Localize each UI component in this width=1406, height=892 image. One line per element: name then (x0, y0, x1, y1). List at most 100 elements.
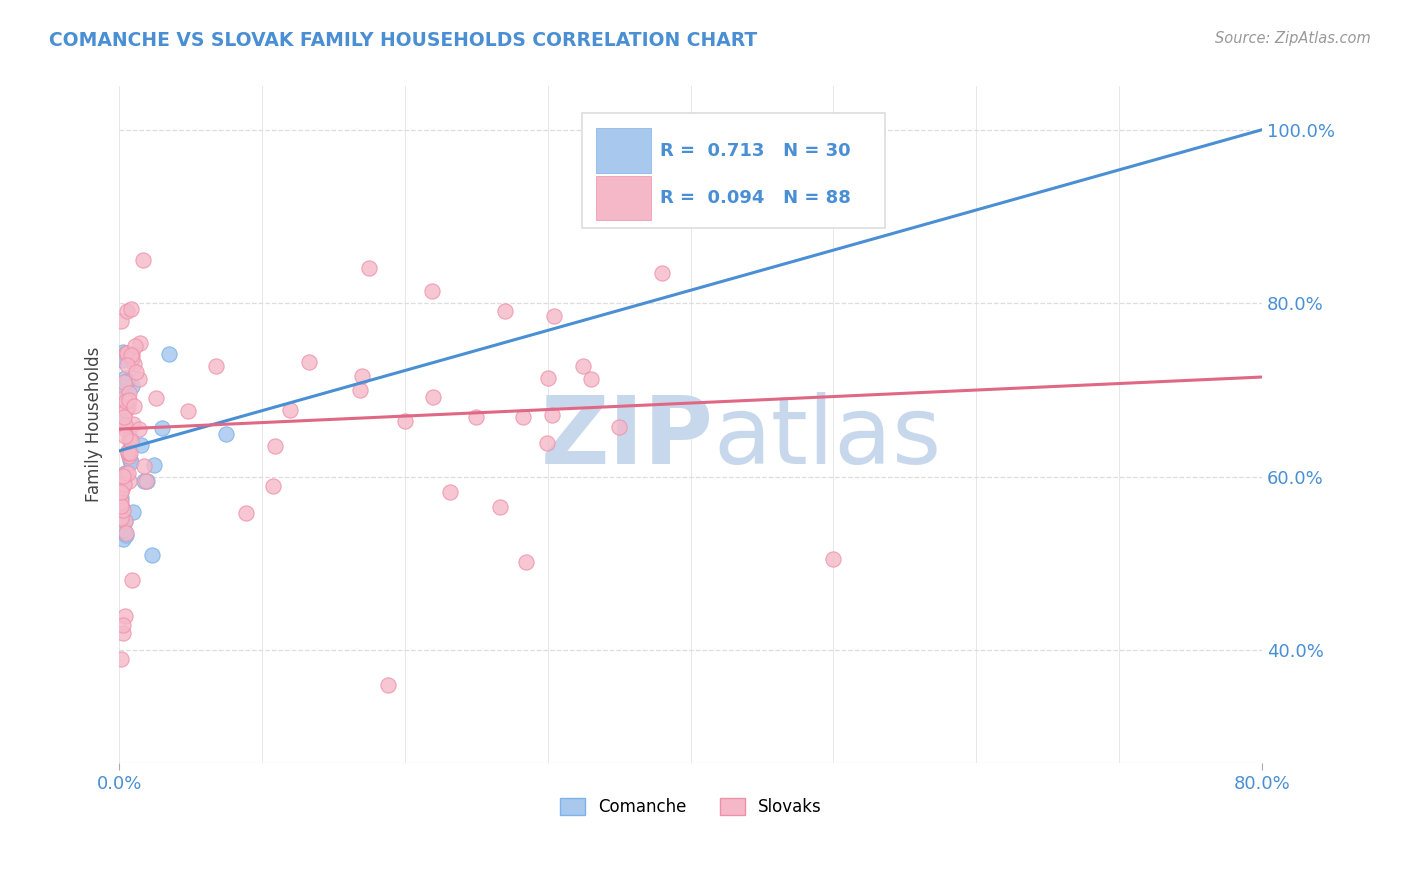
Point (110, 499, 132, 513)
Point (110, 652, 132, 666)
Point (110, 499, 132, 513)
Point (120, 434, 142, 448)
Legend: Comanche, Slovaks: Comanche, Slovaks (553, 791, 828, 822)
Point (359, 260, 381, 275)
Point (114, 371, 136, 385)
Point (118, 433, 141, 447)
Point (121, 347, 143, 361)
Point (422, 390, 444, 404)
Point (280, 402, 302, 417)
Point (141, 548, 163, 562)
Point (121, 351, 143, 366)
Point (543, 310, 565, 324)
Point (111, 414, 134, 428)
Point (129, 335, 152, 350)
Point (117, 446, 139, 460)
Point (145, 391, 167, 405)
Point (117, 358, 139, 372)
Point (136, 474, 159, 488)
Point (114, 608, 136, 623)
Point (110, 385, 132, 400)
Point (112, 523, 135, 537)
Point (515, 555, 537, 569)
Point (114, 514, 136, 528)
Point (112, 344, 135, 359)
Point (579, 372, 602, 386)
Point (114, 420, 136, 434)
Point (117, 474, 139, 488)
Point (121, 455, 143, 469)
Point (128, 372, 150, 386)
Point (112, 626, 135, 640)
Point (128, 422, 150, 436)
Point (114, 525, 136, 540)
Point (122, 358, 145, 372)
Point (112, 503, 135, 517)
Point (112, 477, 135, 491)
Point (117, 385, 139, 400)
Point (110, 313, 132, 327)
Point (352, 369, 374, 384)
Point (177, 404, 200, 418)
Point (512, 409, 534, 424)
Point (114, 429, 136, 443)
Point (117, 393, 139, 408)
Point (115, 346, 138, 360)
Point (215, 426, 238, 441)
Point (117, 443, 139, 458)
Point (110, 349, 132, 363)
Point (120, 302, 142, 317)
Point (120, 348, 142, 362)
Point (118, 430, 141, 444)
Point (377, 678, 399, 692)
Point (142, 458, 165, 472)
Point (111, 352, 134, 367)
Text: R =  0.713   N = 30: R = 0.713 N = 30 (659, 142, 851, 160)
Point (298, 354, 321, 368)
Point (465, 409, 488, 424)
FancyBboxPatch shape (596, 176, 651, 220)
Point (110, 512, 132, 526)
Point (129, 438, 152, 452)
Text: Source: ZipAtlas.com: Source: ZipAtlas.com (1215, 31, 1371, 46)
Point (114, 528, 136, 542)
Point (112, 409, 135, 424)
Point (115, 466, 138, 480)
Point (118, 449, 141, 463)
Point (157, 347, 180, 361)
Point (205, 359, 228, 373)
Point (110, 491, 132, 505)
Point (122, 417, 145, 431)
Point (124, 339, 146, 353)
Point (111, 472, 134, 486)
Point (394, 414, 416, 428)
Point (540, 408, 562, 422)
Point (114, 403, 136, 417)
Point (420, 284, 443, 298)
Point (115, 393, 138, 408)
Point (264, 439, 287, 453)
Point (111, 532, 134, 546)
Text: atlas: atlas (713, 392, 942, 484)
Point (120, 452, 142, 467)
Point (114, 514, 136, 528)
Point (111, 482, 134, 496)
Point (110, 392, 132, 406)
Point (112, 618, 135, 632)
Point (572, 359, 595, 374)
Point (117, 445, 139, 459)
Point (110, 494, 132, 508)
Point (115, 345, 138, 359)
FancyBboxPatch shape (582, 113, 884, 228)
Point (439, 485, 461, 500)
Text: COMANCHE VS SLOVAK FAMILY HOUSEHOLDS CORRELATION CHART: COMANCHE VS SLOVAK FAMILY HOUSEHOLDS COR… (49, 31, 758, 50)
Point (110, 484, 132, 499)
Point (121, 574, 143, 588)
Point (651, 266, 673, 280)
Point (536, 436, 558, 450)
Point (489, 500, 512, 515)
Point (132, 459, 155, 474)
Point (112, 475, 135, 489)
Y-axis label: Family Households: Family Households (86, 347, 103, 502)
FancyBboxPatch shape (596, 128, 651, 173)
